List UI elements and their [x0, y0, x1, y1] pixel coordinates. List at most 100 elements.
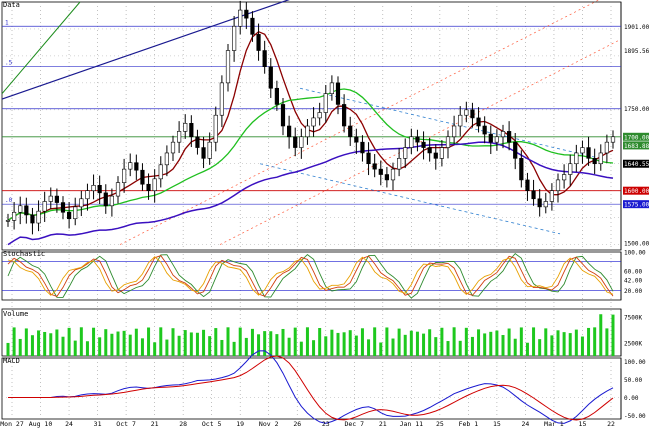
price-candle-body[interactable]: [562, 174, 567, 181]
price-candle-body[interactable]: [348, 125, 353, 138]
price-candle-body[interactable]: [549, 190, 554, 202]
price-candle-body[interactable]: [256, 34, 261, 51]
price-candle-body[interactable]: [183, 123, 188, 132]
price-candle-body[interactable]: [513, 141, 518, 159]
price-candle-body[interactable]: [250, 17, 255, 35]
price-candle-body[interactable]: [397, 158, 402, 170]
price-candle-body[interactable]: [115, 182, 121, 197]
price-candle-body[interactable]: [458, 114, 463, 127]
price-candle-body[interactable]: [238, 9, 243, 27]
price-candle-body[interactable]: [60, 202, 66, 213]
price-candle-body[interactable]: [592, 158, 597, 165]
price-candle-body[interactable]: [189, 123, 194, 138]
price-candle-body[interactable]: [537, 198, 542, 208]
price-candle-body[interactable]: [280, 104, 286, 127]
price-candle-body[interactable]: [287, 125, 292, 138]
price-candle-body[interactable]: [195, 136, 200, 148]
price-candle-body[interactable]: [415, 136, 420, 143]
price-candle-body[interactable]: [85, 190, 90, 200]
price-candle-body[interactable]: [610, 136, 616, 143]
price-candle-body[interactable]: [507, 131, 512, 143]
price-candle-body[interactable]: [354, 136, 359, 143]
price-candle-body[interactable]: [482, 125, 487, 135]
price-candle-body[interactable]: [91, 185, 96, 191]
price-candle-body[interactable]: [433, 152, 438, 159]
price-candle-body[interactable]: [476, 117, 481, 127]
price-candle-body[interactable]: [42, 201, 47, 212]
price-candle-body[interactable]: [384, 174, 389, 181]
price-candle-body[interactable]: [439, 147, 444, 159]
price-candle-body[interactable]: [366, 152, 371, 165]
price-candle-body[interactable]: [146, 183, 151, 191]
price-candle-body[interactable]: [580, 147, 585, 154]
price-candle-body[interactable]: [73, 206, 78, 220]
price-candles[interactable]: [5, 0, 616, 235]
price-candle-body[interactable]: [323, 93, 328, 113]
price-candle-body[interactable]: [519, 158, 524, 181]
price-candle-body[interactable]: [452, 125, 457, 138]
price-candle-body[interactable]: [464, 109, 469, 116]
price-candle-body[interactable]: [488, 133, 493, 143]
price-candle-body[interactable]: [543, 201, 548, 208]
price-candle-body[interactable]: [140, 169, 145, 185]
price-candle-body[interactable]: [244, 9, 249, 19]
price-candle-body[interactable]: [262, 50, 267, 67]
price-candle-body[interactable]: [12, 211, 17, 221]
price-candle-body[interactable]: [128, 162, 133, 170]
price-candle-body[interactable]: [378, 168, 383, 175]
price-candle-body[interactable]: [555, 179, 561, 191]
price-candle-body[interactable]: [317, 112, 322, 119]
price-candle-body[interactable]: [97, 185, 102, 194]
price-candle-body[interactable]: [5, 220, 11, 222]
price-candle-body[interactable]: [67, 211, 72, 220]
price-candle-body[interactable]: [598, 152, 603, 165]
price-candle-body[interactable]: [274, 87, 279, 105]
price-candle-body[interactable]: [103, 192, 108, 207]
price-candle-body[interactable]: [305, 125, 310, 138]
price-candle-body[interactable]: [335, 82, 341, 105]
price-candle-body[interactable]: [574, 152, 579, 165]
price-candle-body[interactable]: [109, 195, 114, 207]
price-candle-body[interactable]: [152, 178, 157, 191]
price-candle-body[interactable]: [409, 136, 414, 148]
price-candle-body[interactable]: [225, 50, 231, 84]
price-candle-body[interactable]: [30, 214, 35, 224]
price-candle-body[interactable]: [311, 117, 316, 127]
price-candle-body[interactable]: [134, 162, 139, 171]
price-candle-body[interactable]: [500, 131, 506, 138]
price-candle-body[interactable]: [445, 136, 451, 148]
price-candle-body[interactable]: [232, 25, 237, 51]
price-candle-body[interactable]: [170, 141, 176, 154]
price-candle-body[interactable]: [342, 104, 347, 127]
price-candle-body[interactable]: [213, 114, 218, 143]
price-candle-body[interactable]: [390, 168, 396, 181]
price-candle-body[interactable]: [604, 141, 609, 154]
price-candle-body[interactable]: [531, 190, 536, 200]
price-candle-body[interactable]: [79, 198, 84, 208]
price-candle-body[interactable]: [470, 109, 475, 119]
price-candle-body[interactable]: [421, 141, 426, 148]
price-candle-body[interactable]: [177, 131, 182, 143]
price-candle-body[interactable]: [494, 136, 499, 143]
price-candle-body[interactable]: [360, 141, 365, 154]
price-candle-body[interactable]: [372, 163, 377, 170]
price-candle-body[interactable]: [207, 141, 212, 159]
price-candle-body[interactable]: [24, 205, 29, 216]
price-candle-body[interactable]: [299, 136, 304, 148]
price-candle-body[interactable]: [329, 82, 334, 94]
price-candle-body[interactable]: [586, 147, 591, 159]
price-candle-body[interactable]: [122, 168, 127, 183]
price-candle-body[interactable]: [403, 147, 408, 159]
price-candle-body[interactable]: [158, 164, 163, 180]
price-candle-body[interactable]: [268, 66, 273, 89]
price-candle-body[interactable]: [293, 136, 298, 148]
price-candle-body[interactable]: [427, 147, 432, 154]
price-candle-body[interactable]: [54, 195, 59, 203]
price-candle-body[interactable]: [36, 210, 41, 224]
price-candle-body[interactable]: [568, 163, 573, 175]
price-candle-body[interactable]: [201, 147, 206, 159]
price-candle-body[interactable]: [525, 179, 530, 191]
price-candle-body[interactable]: [18, 205, 23, 213]
price-candle-body[interactable]: [164, 152, 169, 166]
price-candle-body[interactable]: [219, 82, 224, 116]
